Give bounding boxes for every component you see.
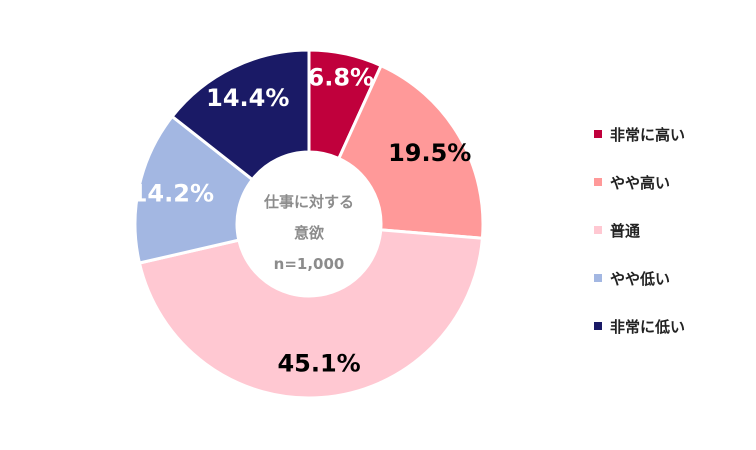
legend-item-4: やや低い bbox=[594, 254, 685, 302]
center-label-line-1: 仕事に対する bbox=[263, 193, 354, 211]
slice-5 bbox=[170, 48, 311, 182]
legend-label-2: やや高い bbox=[610, 173, 671, 192]
center-label-line-2: 意欲 bbox=[294, 224, 324, 242]
legend-swatch-1 bbox=[594, 130, 602, 138]
legend-label-4: やや低い bbox=[610, 269, 671, 288]
center-label-line-3: n=1,000 bbox=[274, 255, 345, 273]
slices bbox=[133, 48, 485, 400]
legend-swatch-5 bbox=[594, 322, 602, 330]
slice-value-label-5: 14.4% bbox=[206, 84, 289, 112]
legend-label-5: 非常に低い bbox=[610, 317, 686, 336]
legend-swatch-3 bbox=[594, 226, 602, 234]
center-label: 仕事に対する 意欲 n=1,000 bbox=[263, 193, 354, 273]
legend-item-3: 普通 bbox=[594, 206, 685, 254]
slice-value-label-3: 45.1% bbox=[277, 350, 360, 378]
legend-label-3: 普通 bbox=[610, 221, 641, 240]
slice-2 bbox=[336, 63, 485, 240]
legend-item-5: 非常に低い bbox=[594, 302, 685, 350]
legend-label-1: 非常に高い bbox=[610, 125, 686, 144]
legend: 非常に高いやや高い普通やや低い非常に低い bbox=[594, 110, 685, 350]
legend-swatch-2 bbox=[594, 178, 602, 186]
slice-3 bbox=[137, 228, 485, 400]
slice-4 bbox=[133, 114, 255, 265]
legend-item-2: やや高い bbox=[594, 158, 685, 206]
slice-value-label-4: 14.2% bbox=[131, 179, 214, 207]
value-labels: 6.8% 19.5% 45.1% 14.2% 14.4% bbox=[131, 63, 472, 377]
legend-swatch-4 bbox=[594, 274, 602, 282]
slice-value-label-2: 19.5% bbox=[388, 139, 471, 167]
slice-value-label-1: 6.8% bbox=[308, 63, 375, 91]
legend-item-1: 非常に高い bbox=[594, 110, 685, 158]
